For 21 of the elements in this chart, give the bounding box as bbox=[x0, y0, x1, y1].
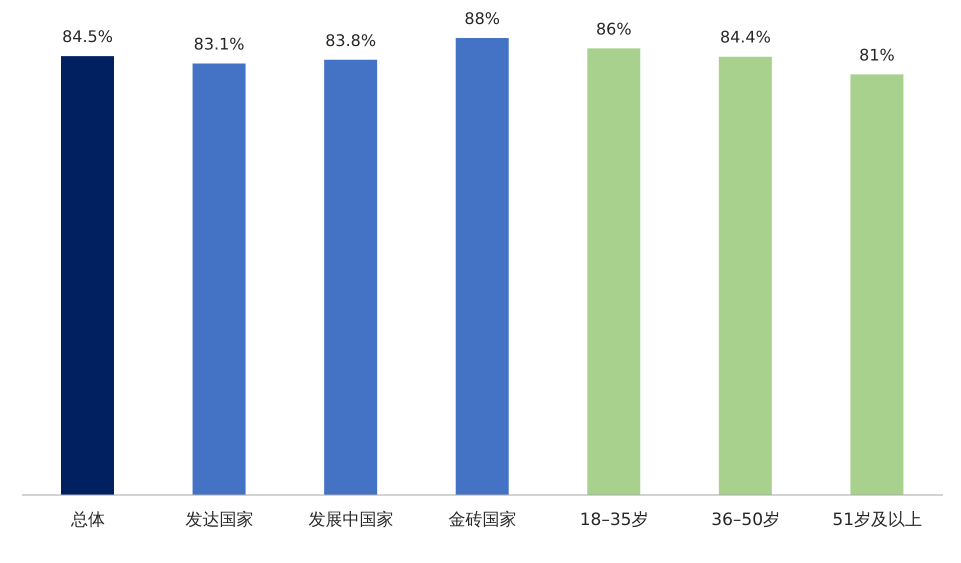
data-label: 83.8% bbox=[325, 30, 376, 50]
bar bbox=[850, 74, 904, 495]
x-tick-label: 发展中国家 bbox=[308, 510, 394, 530]
x-tick-label: 总体 bbox=[70, 510, 105, 530]
bar bbox=[61, 56, 114, 495]
data-label: 83.1% bbox=[194, 34, 244, 54]
data-label: 86% bbox=[596, 19, 632, 38]
data-label: 84.4% bbox=[720, 28, 771, 47]
x-tick-label: 51岁及以上 bbox=[832, 510, 922, 530]
bar bbox=[587, 48, 640, 495]
bar bbox=[324, 60, 378, 495]
x-tick-label: 发达国家 bbox=[185, 510, 254, 530]
data-label: 84.5% bbox=[62, 27, 113, 46]
x-tick-label: 18–35岁 bbox=[580, 510, 648, 530]
data-label: 81% bbox=[859, 45, 895, 64]
bar bbox=[456, 38, 509, 495]
x-tick-label: 36–50岁 bbox=[711, 510, 780, 530]
x-tick-label: 金砖国家 bbox=[448, 510, 516, 530]
bar bbox=[718, 56, 772, 495]
data-label: 88% bbox=[464, 9, 500, 28]
bar bbox=[192, 63, 246, 495]
